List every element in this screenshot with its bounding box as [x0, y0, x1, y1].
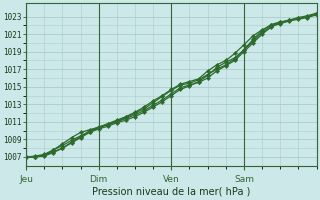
X-axis label: Pression niveau de la mer( hPa ): Pression niveau de la mer( hPa ) [92, 187, 251, 197]
